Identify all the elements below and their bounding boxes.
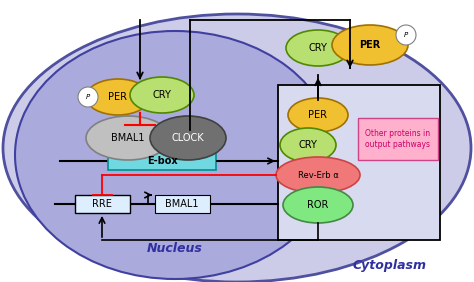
Ellipse shape [288, 98, 348, 132]
Text: CRY: CRY [299, 140, 318, 150]
Ellipse shape [130, 77, 194, 113]
Ellipse shape [150, 116, 226, 160]
Text: PER: PER [309, 110, 328, 120]
Ellipse shape [280, 128, 336, 162]
Ellipse shape [276, 157, 360, 193]
Text: CRY: CRY [153, 90, 172, 100]
Bar [108, 152, 216, 170]
Ellipse shape [283, 187, 353, 223]
Bar [155, 195, 210, 213]
Text: Other proteins in
output pathways: Other proteins in output pathways [365, 129, 430, 149]
Text: CLOCK: CLOCK [172, 133, 204, 143]
Text: P: P [404, 32, 408, 38]
Bar [278, 85, 440, 240]
Text: E-box: E-box [146, 156, 177, 166]
Text: PER: PER [109, 92, 128, 102]
Text: Cytoplasm: Cytoplasm [353, 259, 427, 272]
Ellipse shape [396, 25, 416, 45]
Ellipse shape [86, 79, 150, 115]
Bar [75, 195, 130, 213]
Ellipse shape [15, 31, 335, 279]
Text: Nucleus: Nucleus [147, 241, 203, 254]
Ellipse shape [3, 14, 471, 282]
Text: RRE: RRE [92, 199, 112, 209]
Ellipse shape [78, 87, 98, 107]
Text: Rev-Erb α: Rev-Erb α [298, 171, 338, 180]
Ellipse shape [332, 25, 408, 65]
Ellipse shape [86, 116, 170, 160]
Text: ROR: ROR [307, 200, 328, 210]
Text: BMAL1: BMAL1 [111, 133, 145, 143]
Text: CRY: CRY [309, 43, 328, 53]
Text: P: P [86, 94, 90, 100]
Text: BMAL1: BMAL1 [165, 199, 199, 209]
Text: PER: PER [359, 40, 381, 50]
Bar [358, 118, 438, 160]
Ellipse shape [286, 30, 350, 66]
